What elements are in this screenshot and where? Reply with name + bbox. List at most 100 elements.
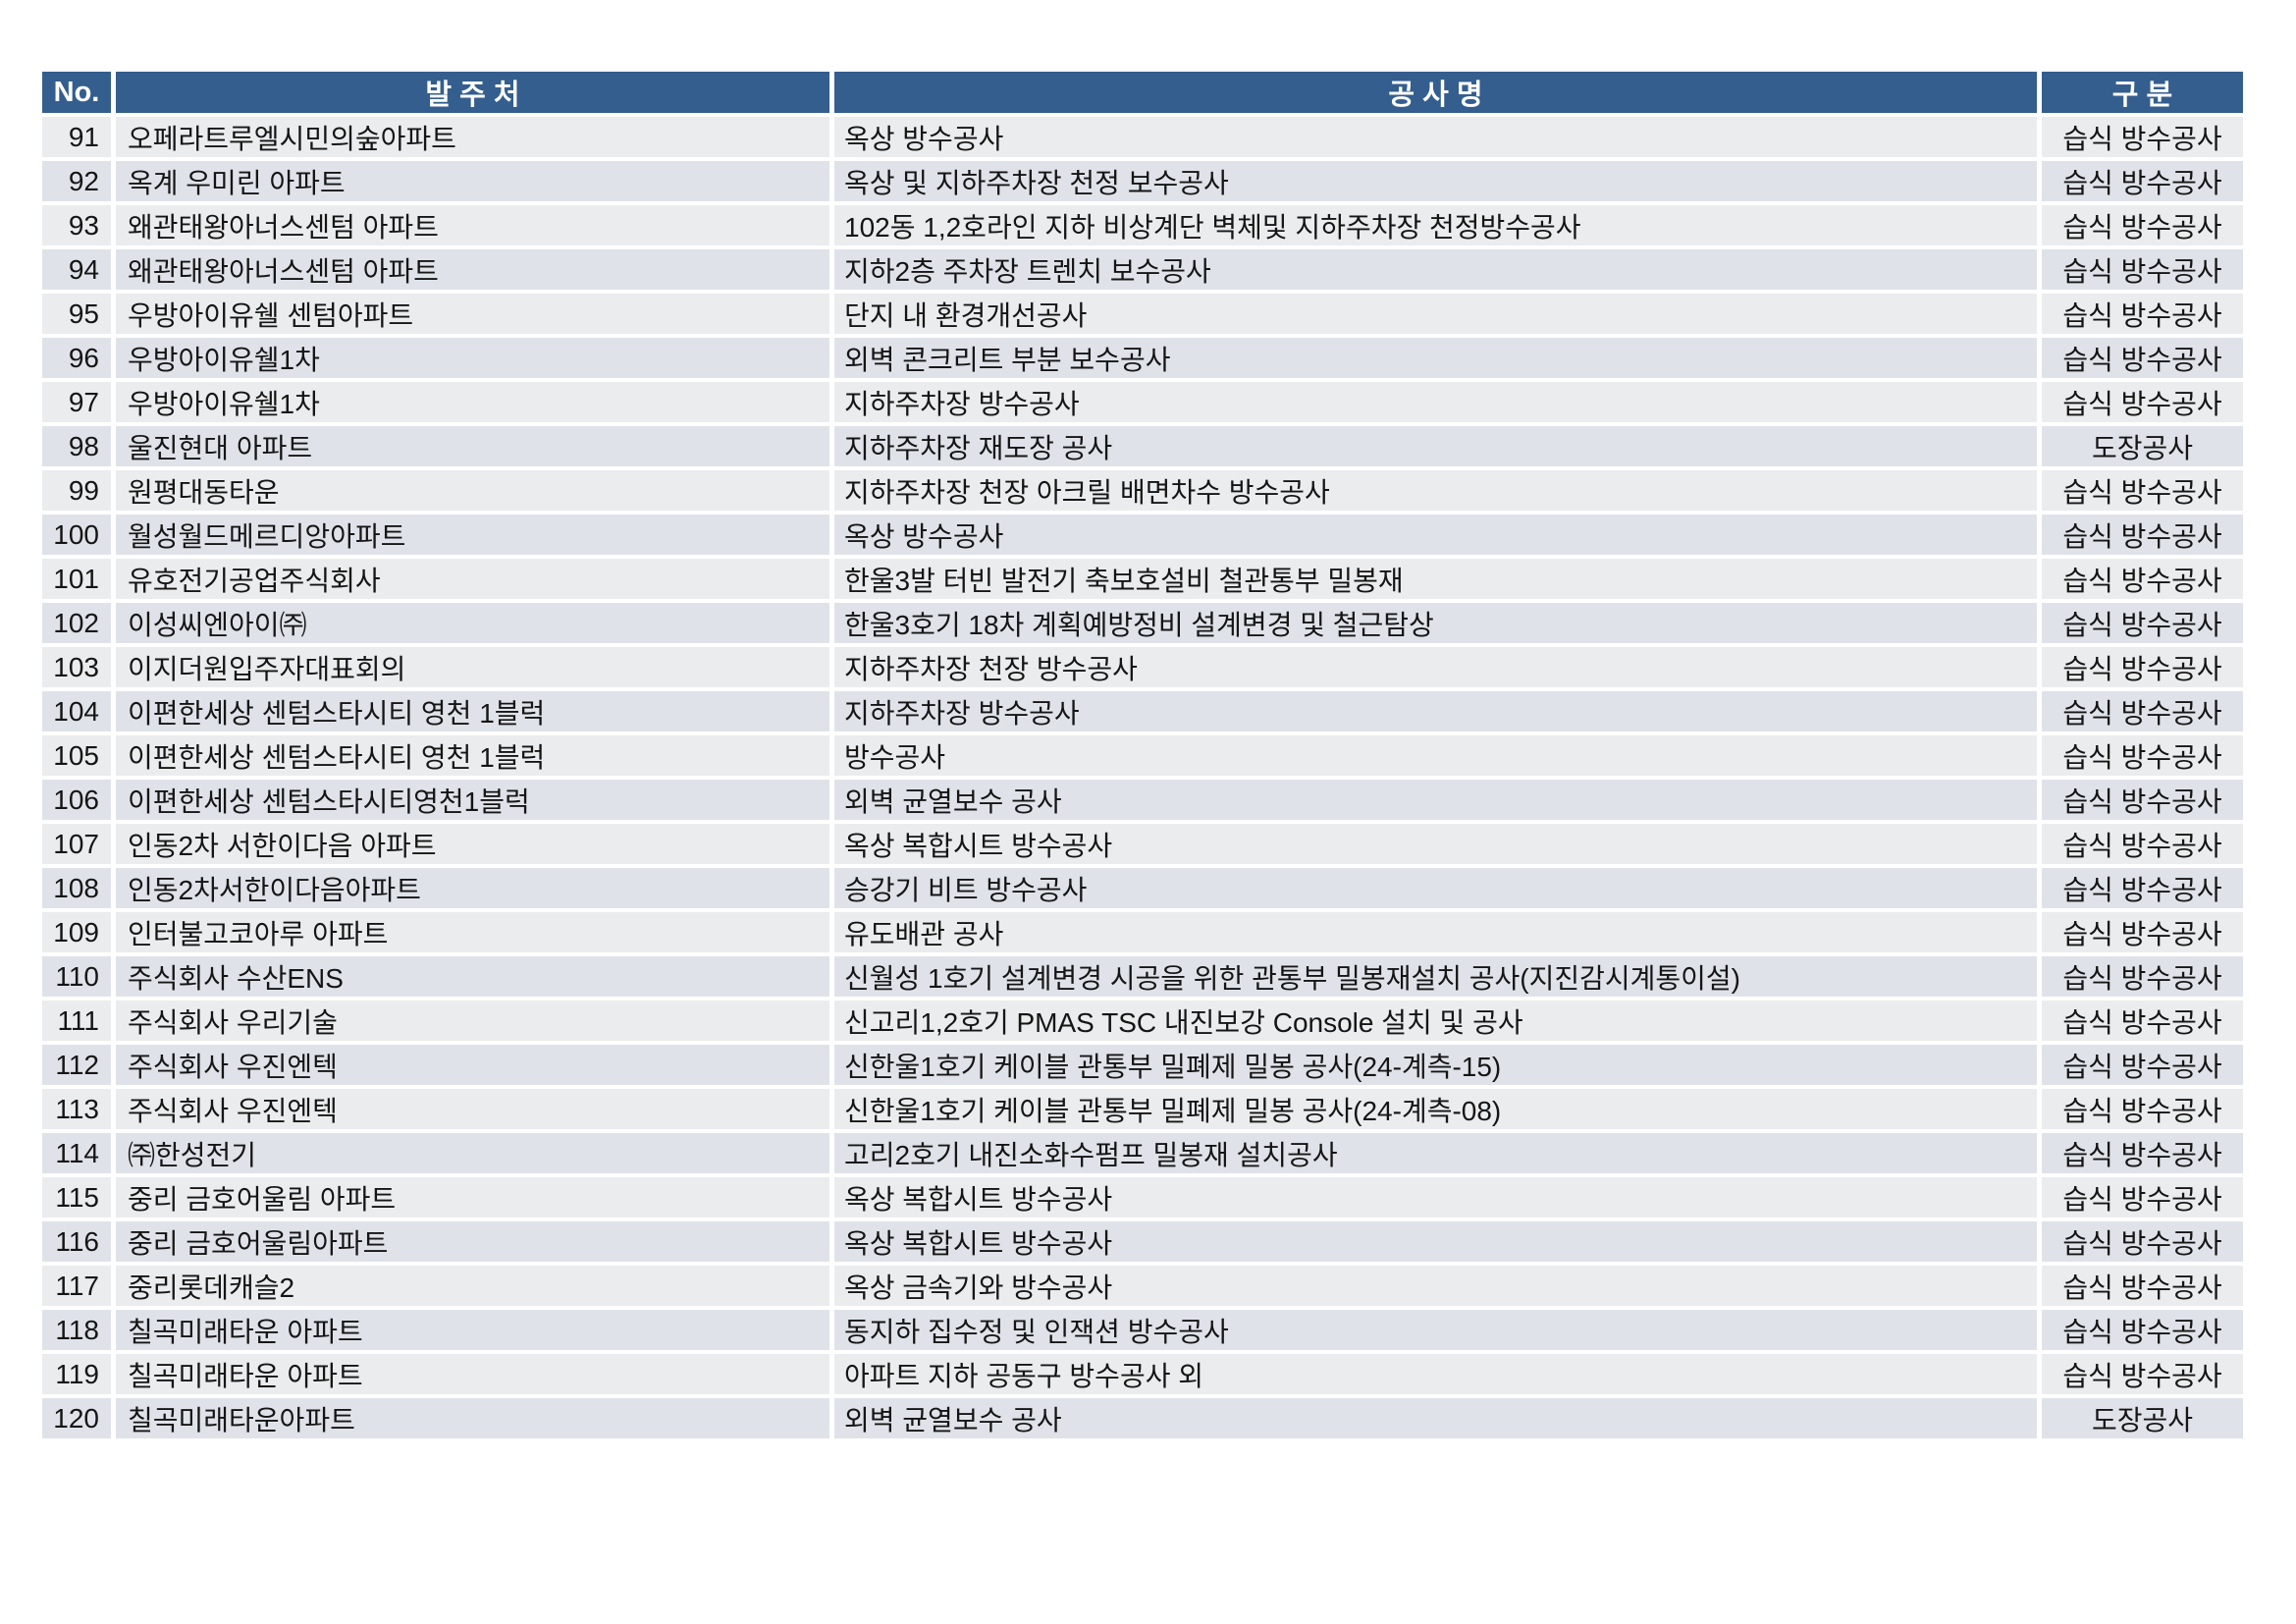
client-cell: 이지더원입주자대표회의 <box>116 647 829 687</box>
table-row: 120 칠곡미래타운아파트 외벽 균열보수 공사 도장공사 <box>42 1398 2243 1438</box>
table-row: 118 칠곡미래타운 아파트 동지하 집수정 및 인잭션 방수공사 습식 방수공… <box>42 1310 2243 1350</box>
row-number-cell: 120 <box>42 1398 111 1438</box>
column-header-project: 공 사 명 <box>834 72 2037 113</box>
row-number-cell: 97 <box>42 382 111 422</box>
project-name-cell: 지하주차장 천장 아크릴 배면차수 방수공사 <box>834 470 2037 511</box>
category-cell: 습식 방수공사 <box>2042 912 2243 952</box>
table-row: 108 인동2차서한이다음아파트 승강기 비트 방수공사 습식 방수공사 <box>42 868 2243 908</box>
project-name-cell: 신고리1,2호기 PMAS TSC 내진보강 Console 설치 및 공사 <box>834 1001 2037 1041</box>
project-name-cell: 한울3호기 18차 계획예방정비 설계변경 및 철근탐상 <box>834 603 2037 643</box>
client-cell: 주식회사 우리기술 <box>116 1001 829 1041</box>
client-cell: 인동2차 서한이다음 아파트 <box>116 824 829 864</box>
client-cell: 칠곡미래타운 아파트 <box>116 1354 829 1394</box>
row-number-cell: 91 <box>42 117 111 157</box>
row-number-cell: 108 <box>42 868 111 908</box>
project-name-cell: 신월성 1호기 설계변경 시공을 위한 관통부 밀봉재설치 공사(지진감시계통이… <box>834 956 2037 997</box>
category-cell: 습식 방수공사 <box>2042 691 2243 731</box>
project-name-cell: 외벽 콘크리트 부분 보수공사 <box>834 338 2037 378</box>
table-row: 113 주식회사 우진엔텍 신한울1호기 케이블 관통부 밀폐제 밀봉 공사(2… <box>42 1089 2243 1129</box>
table-body: 91 오페라트루엘시민의숲아파트 옥상 방수공사 습식 방수공사 92 옥계 우… <box>42 117 2243 1438</box>
client-cell: 우방아이유쉘1차 <box>116 382 829 422</box>
category-cell: 습식 방수공사 <box>2042 780 2243 820</box>
category-cell: 습식 방수공사 <box>2042 647 2243 687</box>
table-row: 93 왜관태왕아너스센텀 아파트 102동 1,2호라인 지하 비상계단 벽체및… <box>42 205 2243 245</box>
column-header-client: 발 주 처 <box>116 72 829 113</box>
row-number-cell: 112 <box>42 1045 111 1085</box>
project-name-cell: 신한울1호기 케이블 관통부 밀폐제 밀봉 공사(24-계측-15) <box>834 1045 2037 1085</box>
row-number-cell: 104 <box>42 691 111 731</box>
category-cell: 습식 방수공사 <box>2042 1045 2243 1085</box>
category-cell: 습식 방수공사 <box>2042 338 2243 378</box>
project-name-cell: 외벽 균열보수 공사 <box>834 780 2037 820</box>
category-cell: 습식 방수공사 <box>2042 956 2243 997</box>
client-cell: 중리 금호어울림 아파트 <box>116 1177 829 1218</box>
table-row: 117 중리롯데캐슬2 옥상 금속기와 방수공사 습식 방수공사 <box>42 1266 2243 1306</box>
table-row: 109 인터불고코아루 아파트 유도배관 공사 습식 방수공사 <box>42 912 2243 952</box>
category-cell: 습식 방수공사 <box>2042 824 2243 864</box>
client-cell: 칠곡미래타운 아파트 <box>116 1310 829 1350</box>
client-cell: 왜관태왕아너스센텀 아파트 <box>116 205 829 245</box>
project-name-cell: 지하주차장 천장 방수공사 <box>834 647 2037 687</box>
category-cell: 습식 방수공사 <box>2042 1221 2243 1262</box>
category-cell: 도장공사 <box>2042 1398 2243 1438</box>
category-cell: 습식 방수공사 <box>2042 1310 2243 1350</box>
client-cell: 이편한세상 센텀스타시티영천1블럭 <box>116 780 829 820</box>
category-cell: 습식 방수공사 <box>2042 249 2243 290</box>
table-row: 100 월성월드메르디앙아파트 옥상 방수공사 습식 방수공사 <box>42 514 2243 555</box>
category-cell: 습식 방수공사 <box>2042 1266 2243 1306</box>
row-number-cell: 95 <box>42 294 111 334</box>
row-number-cell: 101 <box>42 559 111 599</box>
client-cell: 왜관태왕아너스센텀 아파트 <box>116 249 829 290</box>
project-name-cell: 옥상 방수공사 <box>834 514 2037 555</box>
project-name-cell: 승강기 비트 방수공사 <box>834 868 2037 908</box>
table-row: 97 우방아이유쉘1차 지하주차장 방수공사 습식 방수공사 <box>42 382 2243 422</box>
project-name-cell: 지하주차장 재도장 공사 <box>834 426 2037 466</box>
client-cell: 우방아이유쉘1차 <box>116 338 829 378</box>
client-cell: 이편한세상 센텀스타시티 영천 1블럭 <box>116 735 829 776</box>
table-row: 91 오페라트루엘시민의숲아파트 옥상 방수공사 습식 방수공사 <box>42 117 2243 157</box>
row-number-cell: 106 <box>42 780 111 820</box>
project-name-cell: 옥상 금속기와 방수공사 <box>834 1266 2037 1306</box>
project-name-cell: 동지하 집수정 및 인잭션 방수공사 <box>834 1310 2037 1350</box>
row-number-cell: 118 <box>42 1310 111 1350</box>
category-cell: 습식 방수공사 <box>2042 205 2243 245</box>
client-cell: 유호전기공업주식회사 <box>116 559 829 599</box>
client-cell: 인동2차서한이다음아파트 <box>116 868 829 908</box>
client-cell: 인터불고코아루 아파트 <box>116 912 829 952</box>
client-cell: 주식회사 수산ENS <box>116 956 829 997</box>
column-header-category: 구 분 <box>2042 72 2243 113</box>
category-cell: 습식 방수공사 <box>2042 117 2243 157</box>
row-number-cell: 116 <box>42 1221 111 1262</box>
category-cell: 습식 방수공사 <box>2042 161 2243 201</box>
client-cell: 이편한세상 센텀스타시티 영천 1블럭 <box>116 691 829 731</box>
row-number-cell: 109 <box>42 912 111 952</box>
table-row: 112 주식회사 우진엔텍 신한울1호기 케이블 관통부 밀폐제 밀봉 공사(2… <box>42 1045 2243 1085</box>
project-name-cell: 지하주차장 방수공사 <box>834 382 2037 422</box>
category-cell: 습식 방수공사 <box>2042 1089 2243 1129</box>
row-number-cell: 114 <box>42 1133 111 1173</box>
project-name-cell: 지하주차장 방수공사 <box>834 691 2037 731</box>
client-cell: 이성씨엔아이㈜ <box>116 603 829 643</box>
table-row: 103 이지더원입주자대표회의 지하주차장 천장 방수공사 습식 방수공사 <box>42 647 2243 687</box>
client-cell: 옥계 우미린 아파트 <box>116 161 829 201</box>
table-row: 115 중리 금호어울림 아파트 옥상 복합시트 방수공사 습식 방수공사 <box>42 1177 2243 1218</box>
table-row: 94 왜관태왕아너스센텀 아파트 지하2층 주차장 트렌치 보수공사 습식 방수… <box>42 249 2243 290</box>
row-number-cell: 105 <box>42 735 111 776</box>
table-row: 105 이편한세상 센텀스타시티 영천 1블럭 방수공사 습식 방수공사 <box>42 735 2243 776</box>
project-name-cell: 옥상 방수공사 <box>834 117 2037 157</box>
client-cell: ㈜한성전기 <box>116 1133 829 1173</box>
category-cell: 습식 방수공사 <box>2042 735 2243 776</box>
client-cell: 중리롯데캐슬2 <box>116 1266 829 1306</box>
row-number-cell: 94 <box>42 249 111 290</box>
column-header-no: No. <box>42 72 111 113</box>
category-cell: 습식 방수공사 <box>2042 603 2243 643</box>
row-number-cell: 117 <box>42 1266 111 1306</box>
category-cell: 습식 방수공사 <box>2042 470 2243 511</box>
project-name-cell: 옥상 복합시트 방수공사 <box>834 1221 2037 1262</box>
table-row: 119 칠곡미래타운 아파트 아파트 지하 공동구 방수공사 외 습식 방수공사 <box>42 1354 2243 1394</box>
category-cell: 습식 방수공사 <box>2042 559 2243 599</box>
table-row: 106 이편한세상 센텀스타시티영천1블럭 외벽 균열보수 공사 습식 방수공사 <box>42 780 2243 820</box>
client-cell: 칠곡미래타운아파트 <box>116 1398 829 1438</box>
category-cell: 습식 방수공사 <box>2042 294 2243 334</box>
row-number-cell: 103 <box>42 647 111 687</box>
